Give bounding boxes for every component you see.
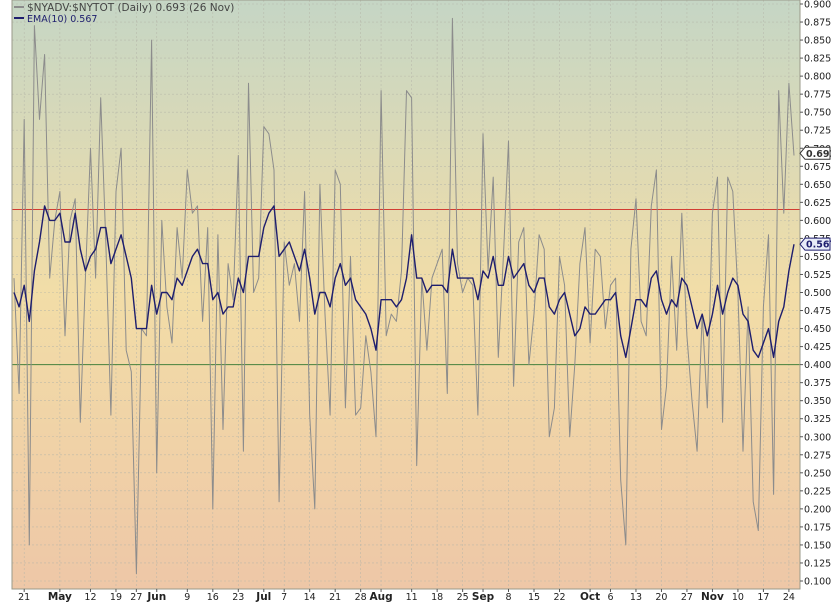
y-tick-label: 0.900: [804, 0, 831, 11]
x-tick-label: 18: [431, 592, 443, 603]
y-tick-label: 0.175: [804, 522, 831, 533]
x-month-label: May: [48, 591, 72, 603]
last-value-raw-box: [799, 146, 831, 160]
y-tick-label: 0.500: [804, 288, 831, 299]
x-tick-label: 17: [757, 592, 769, 603]
y-tick-label: 0.400: [804, 360, 831, 371]
y-tick-label: 0.450: [804, 324, 831, 335]
y-tick-label: 0.850: [804, 36, 831, 47]
y-tick-label: 0.650: [804, 180, 831, 191]
x-tick-label: 21: [329, 592, 341, 603]
y-tick-label: 0.325: [804, 414, 831, 425]
x-month-label: Oct: [580, 591, 600, 603]
y-tick-label: 0.350: [804, 396, 831, 407]
y-tick-label: 0.725: [804, 126, 831, 137]
y-tick-label: 0.750: [804, 108, 831, 119]
x-tick-label: 14: [304, 592, 316, 603]
x-month-label: Sep: [472, 591, 495, 603]
last-value-raw-text: 0.693: [806, 149, 831, 160]
x-axis: 21 May 12 19 27 Jun 9 16 23 Jul 7 14 21 28 Aug 11 18 25 Se…: [18, 589, 795, 603]
y-tick-label: 0.875: [804, 18, 831, 29]
reference-lines: [12, 209, 800, 366]
x-tick-label: 27: [681, 592, 693, 603]
x-month-label: Jun: [146, 591, 166, 603]
x-tick-label: 25: [457, 592, 469, 603]
x-month-label: Nov: [701, 591, 724, 603]
legend: $NYADV:$NYTOT (Daily) 0.693 (26 Nov) EMA…: [14, 2, 234, 25]
legend-raw-label: $NYADV:$NYTOT (Daily) 0.693 (26 Nov): [27, 2, 234, 14]
last-value-labels: 0.693 0.567: [799, 146, 831, 251]
y-tick-label: 0.150: [804, 540, 831, 551]
plot-border: [11, 0, 801, 590]
y-tick-label: 0.525: [804, 270, 831, 281]
y-tick-label: 0.675: [804, 162, 831, 173]
x-tick-label: 27: [130, 592, 142, 603]
y-tick-label: 0.225: [804, 486, 831, 497]
x-tick-label: 6: [607, 592, 613, 603]
raw-ratio-line: [13, 17, 795, 575]
y-axis: 0.900 0.875 0.850 0.825 0.800 0.775 0.750 0.725…: [800, 0, 831, 588]
y-tick-label: 0.275: [804, 450, 831, 461]
y-tick-label: 0.200: [804, 504, 831, 515]
y-tick-label: 0.550: [804, 252, 831, 263]
last-value-ema-box: [799, 237, 831, 251]
x-tick-label: 10: [732, 592, 744, 603]
x-tick-label: 28: [355, 592, 367, 603]
x-tick-label: 12: [84, 592, 96, 603]
legend-ema-label: EMA(10) 0.567: [27, 14, 97, 25]
y-tick-label: 0.625: [804, 198, 831, 209]
x-tick-label: 21: [18, 592, 30, 603]
x-tick-label: 22: [553, 592, 565, 603]
y-tick-label: 0.100: [804, 577, 831, 588]
x-tick-label: 8: [505, 592, 511, 603]
y-tick-label: 0.250: [804, 468, 831, 479]
y-tick-label: 0.775: [804, 90, 831, 101]
y-tick-label: 0.600: [804, 216, 831, 227]
last-value-ema: 0.567: [799, 237, 831, 251]
y-tick-label: 0.300: [804, 432, 831, 443]
y-tick-label: 0.125: [804, 558, 831, 569]
x-tick-label: 20: [655, 592, 667, 603]
y-tick-label: 0.825: [804, 54, 831, 65]
plot-background: [12, 0, 800, 589]
x-tick-label: 23: [232, 592, 244, 603]
y-tick-label: 0.375: [804, 378, 831, 389]
x-month-label: Aug: [369, 591, 392, 603]
y-tick-label: 0.425: [804, 342, 831, 353]
x-tick-label: 9: [184, 592, 190, 603]
x-tick-label: 13: [630, 592, 642, 603]
series-layer: [13, 17, 795, 575]
x-tick-label: 15: [528, 592, 540, 603]
x-month-label: Jul: [255, 591, 271, 603]
x-tick-label: 19: [110, 592, 122, 603]
x-tick-label: 24: [783, 592, 795, 603]
x-tick-label: 16: [207, 592, 219, 603]
last-value-ema-text: 0.567: [806, 240, 831, 251]
y-tick-label: 0.800: [804, 72, 831, 83]
x-tick-label: 7: [281, 592, 287, 603]
x-tick-label: 11: [406, 592, 418, 603]
last-value-raw: 0.693: [799, 146, 831, 160]
y-tick-label: 0.475: [804, 306, 831, 317]
ema-line: [13, 205, 795, 359]
